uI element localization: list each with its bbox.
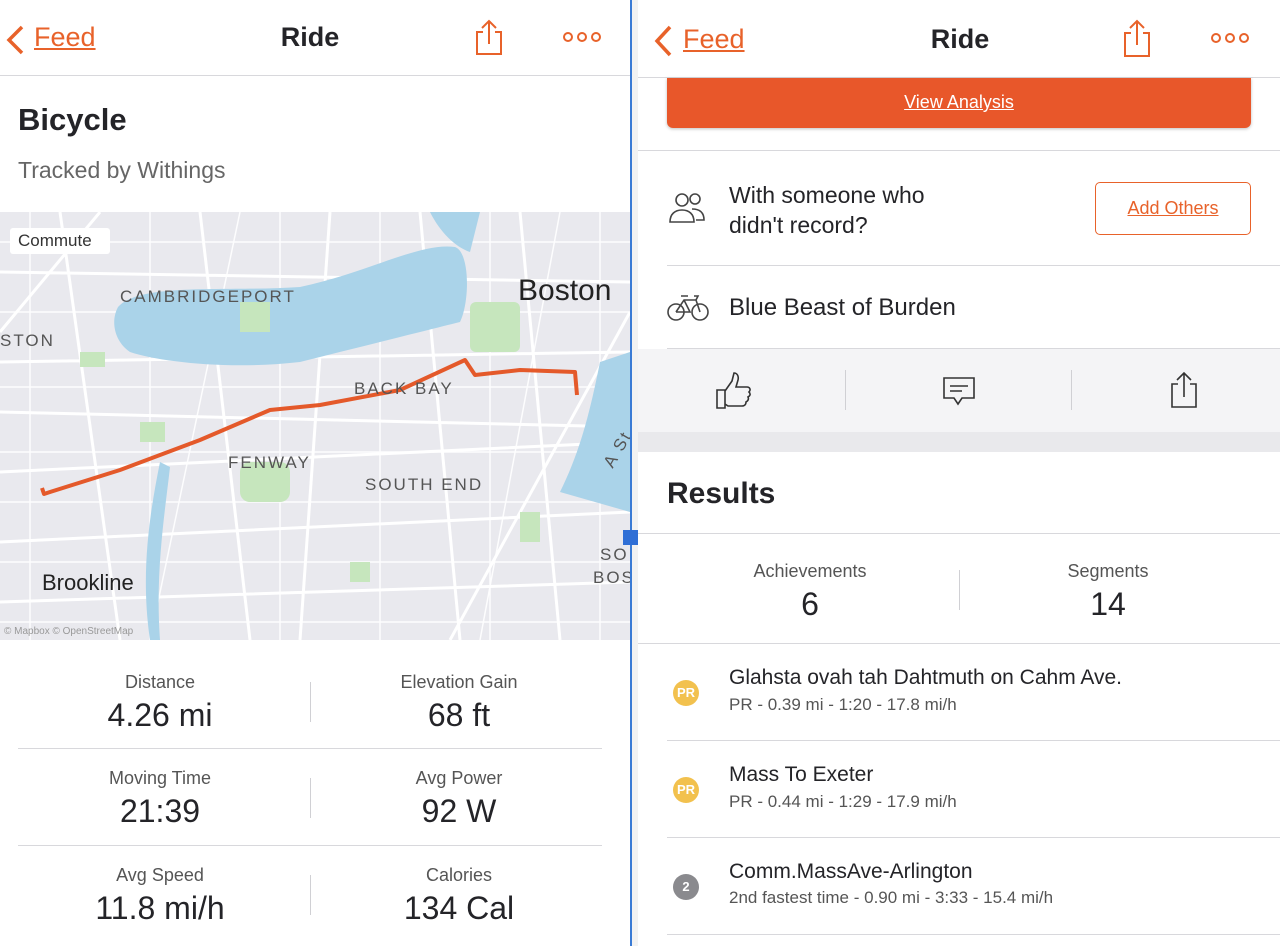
route-map[interactable]: Commute CAMBRIDGEPORT Boston STON BACK B… — [0, 212, 630, 640]
add-others-button[interactable]: Add Others — [1095, 182, 1251, 235]
back-link[interactable]: Feed — [34, 22, 96, 52]
people-icon — [669, 193, 705, 223]
activity-source: Tracked by Withings — [18, 157, 226, 183]
pr-medal: PR — [673, 680, 699, 706]
stat-value: 11.8 mi/h — [95, 890, 225, 926]
stat-label: Moving Time — [108, 768, 212, 788]
segment-row[interactable]: PR Mass To Exeter PR - 0.44 mi - 1:29 - … — [638, 741, 1280, 837]
stat-label: Distance — [124, 672, 196, 692]
stat-label: Calories — [425, 865, 493, 885]
stat-divider — [310, 778, 311, 818]
view-analysis-button[interactable]: View Analysis — [667, 78, 1251, 128]
comment-button[interactable] — [942, 375, 976, 409]
map-label: Brookline — [42, 570, 134, 595]
divider — [667, 837, 1280, 838]
share-activity-button[interactable] — [1169, 370, 1199, 410]
map-label: SO — [600, 545, 629, 564]
left-pane: Feed Ride Bicycle Tracked by Withings Co… — [0, 0, 630, 946]
stat-label: Elevation Gain — [400, 672, 518, 692]
map-label: Boston — [518, 274, 611, 307]
action-divider — [1071, 370, 1072, 410]
split-handle[interactable] — [623, 530, 638, 545]
segment-row[interactable]: PR Glahsta ovah tah Dahtmuth on Cahm Ave… — [638, 644, 1280, 740]
pr-medal: PR — [673, 777, 699, 803]
segment-name: Comm.MassAve-Arlington — [729, 860, 973, 883]
stat-value: 68 ft — [427, 697, 491, 733]
stat-value: 134 Cal — [403, 890, 515, 926]
rank-medal: 2 — [673, 874, 699, 900]
map-label: FENWAY — [228, 453, 311, 472]
segment-detail: PR - 0.39 mi - 1:20 - 17.8 mi/h — [729, 695, 957, 714]
header-divider — [0, 75, 630, 76]
prompt-line: didn't record? — [729, 212, 868, 238]
summary-label: Achievements — [753, 561, 867, 581]
stat-divider — [310, 875, 311, 915]
row-divider — [18, 748, 602, 749]
summary-value: 14 — [1090, 586, 1126, 622]
divider — [667, 934, 1280, 935]
stat-value: 4.26 mi — [107, 697, 213, 733]
header-title: Ride — [930, 24, 990, 54]
others-prompt: With someone who didn't record? — [729, 180, 925, 240]
stat-label: Avg Power — [415, 768, 503, 788]
segment-name: Glahsta ovah tah Dahtmuth on Cahm Ave. — [729, 666, 1123, 689]
segment-row[interactable]: 2 Comm.MassAve-Arlington 2nd fastest tim… — [638, 838, 1280, 934]
stat-value: 92 W — [421, 793, 497, 829]
map-label: STON — [0, 331, 55, 350]
summary-value: 6 — [801, 586, 819, 622]
right-pane: Feed Ride View Analysis With someone who… — [638, 0, 1280, 946]
bike-icon — [667, 295, 709, 321]
section-gap — [638, 432, 1280, 452]
action-divider — [845, 370, 846, 410]
share-button[interactable] — [1122, 18, 1152, 58]
back-link[interactable]: Feed — [683, 24, 745, 54]
divider — [638, 533, 1280, 534]
divider — [667, 348, 1280, 349]
divider — [667, 265, 1280, 266]
header-title: Ride — [280, 22, 340, 52]
segment-detail: PR - 0.44 mi - 1:29 - 17.9 mi/h — [729, 792, 957, 811]
stat-divider — [310, 682, 311, 722]
back-chevron[interactable] — [652, 24, 674, 58]
kudos-button[interactable] — [714, 370, 754, 412]
summary-divider — [959, 570, 960, 610]
divider — [638, 643, 1280, 644]
map-label: BOS — [593, 568, 630, 587]
divider — [667, 740, 1280, 741]
share-button[interactable] — [474, 18, 504, 56]
map-label: BACK BAY — [354, 379, 454, 398]
split-gutter — [632, 0, 638, 946]
map-attribution: © Mapbox © OpenStreetMap — [4, 626, 134, 637]
back-chevron[interactable] — [4, 24, 26, 56]
stat-value: 21:39 — [119, 793, 201, 829]
map-label: SOUTH END — [365, 475, 483, 494]
activity-type: Bicycle — [18, 102, 127, 137]
segment-detail: 2nd fastest time - 0.90 mi - 3:33 - 15.4… — [729, 888, 1054, 907]
map-tag-bg — [10, 228, 110, 254]
summary-label: Segments — [1067, 561, 1149, 581]
segment-name: Mass To Exeter — [729, 763, 874, 786]
map-tag: Commute — [18, 231, 92, 250]
prompt-line: With someone who — [729, 182, 925, 208]
button-label: View Analysis — [904, 92, 1014, 112]
header-divider — [638, 77, 1280, 78]
row-divider — [18, 845, 602, 846]
stat-label: Avg Speed — [116, 865, 204, 885]
split-divider[interactable] — [630, 0, 632, 946]
more-button[interactable] — [1210, 31, 1250, 45]
gear-name: Blue Beast of Burden — [729, 294, 956, 321]
more-button[interactable] — [562, 30, 602, 44]
divider — [638, 150, 1280, 151]
results-title: Results — [667, 477, 776, 510]
map-label: CAMBRIDGEPORT — [120, 287, 296, 306]
